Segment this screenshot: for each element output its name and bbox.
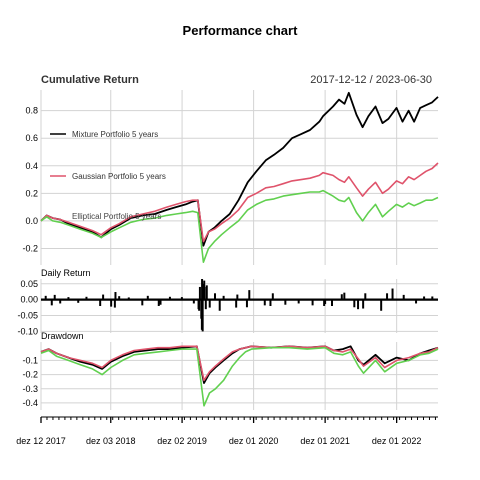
series-line-third xyxy=(40,189,439,263)
series-line-gaussian xyxy=(40,162,439,243)
y-tick-label: 0.0 xyxy=(25,216,38,226)
x-axis: dez 12 2017 dez 03 2018 dez 02 2019 dez 01 … xyxy=(16,416,438,446)
y-tick-label: 0.00 xyxy=(20,295,38,305)
y-tick-label: 0.6 xyxy=(25,133,38,143)
y-tick-label: -0.2 xyxy=(22,243,38,253)
series-line-gaussian xyxy=(40,345,439,382)
y-tick-label: -0.05 xyxy=(17,311,38,321)
x-tick-label: dez 01 2021 xyxy=(300,436,350,446)
legend-label-mixture: Mixture Portfolio 5 years xyxy=(72,130,158,139)
x-tick-label: dez 01 2022 xyxy=(372,436,422,446)
daily-panel-title: Daily Return xyxy=(41,268,91,278)
series-line-mixture xyxy=(40,345,439,384)
y-tick-label: -0.3 xyxy=(22,384,38,394)
drawdown-panel: -0.4 -0.3 -0.2 -0.1 Drawdown xyxy=(22,331,439,410)
overlapped-series-label: Elliptical Portfolio 5 years xyxy=(72,212,161,221)
date-range-label: 2017-12-12 / 2023-06-30 xyxy=(310,74,432,86)
x-tick-label: dez 03 2018 xyxy=(86,436,136,446)
y-tick-label: -0.1 xyxy=(22,355,38,365)
legend-label-gaussian: Gaussian Portfolio 5 years xyxy=(72,172,166,181)
chart-title: Performance chart xyxy=(183,23,299,38)
drawdown-panel-title: Drawdown xyxy=(41,331,84,341)
y-tick-label: -0.4 xyxy=(22,398,38,408)
legend: Mixture Portfolio 5 years Gaussian Portfo… xyxy=(50,130,166,181)
y-tick-label: 0.8 xyxy=(25,106,38,116)
x-tick-label: dez 01 2020 xyxy=(229,436,279,446)
series-line-mixture xyxy=(40,91,439,247)
x-tick-label: dez 12 2017 xyxy=(16,436,66,446)
cumulative-panel-title: Cumulative Return xyxy=(41,74,139,86)
y-tick-label: -0.10 xyxy=(17,326,38,336)
y-tick-label: -0.2 xyxy=(22,370,38,380)
y-tick-label: 0.4 xyxy=(25,161,38,171)
x-tick-label: dez 02 2019 xyxy=(157,436,207,446)
y-tick-label: 0.05 xyxy=(20,279,38,289)
series-line-third xyxy=(40,346,439,407)
panels: -0.2 0.0 0.2 0.4 0.6 0.8 Mixture Portfolio 5 y… xyxy=(17,90,439,410)
cumulative-panel: -0.2 0.0 0.2 0.4 0.6 0.8 Mixture Portfolio 5 y… xyxy=(22,90,439,265)
y-tick-label: 0.2 xyxy=(25,188,38,198)
